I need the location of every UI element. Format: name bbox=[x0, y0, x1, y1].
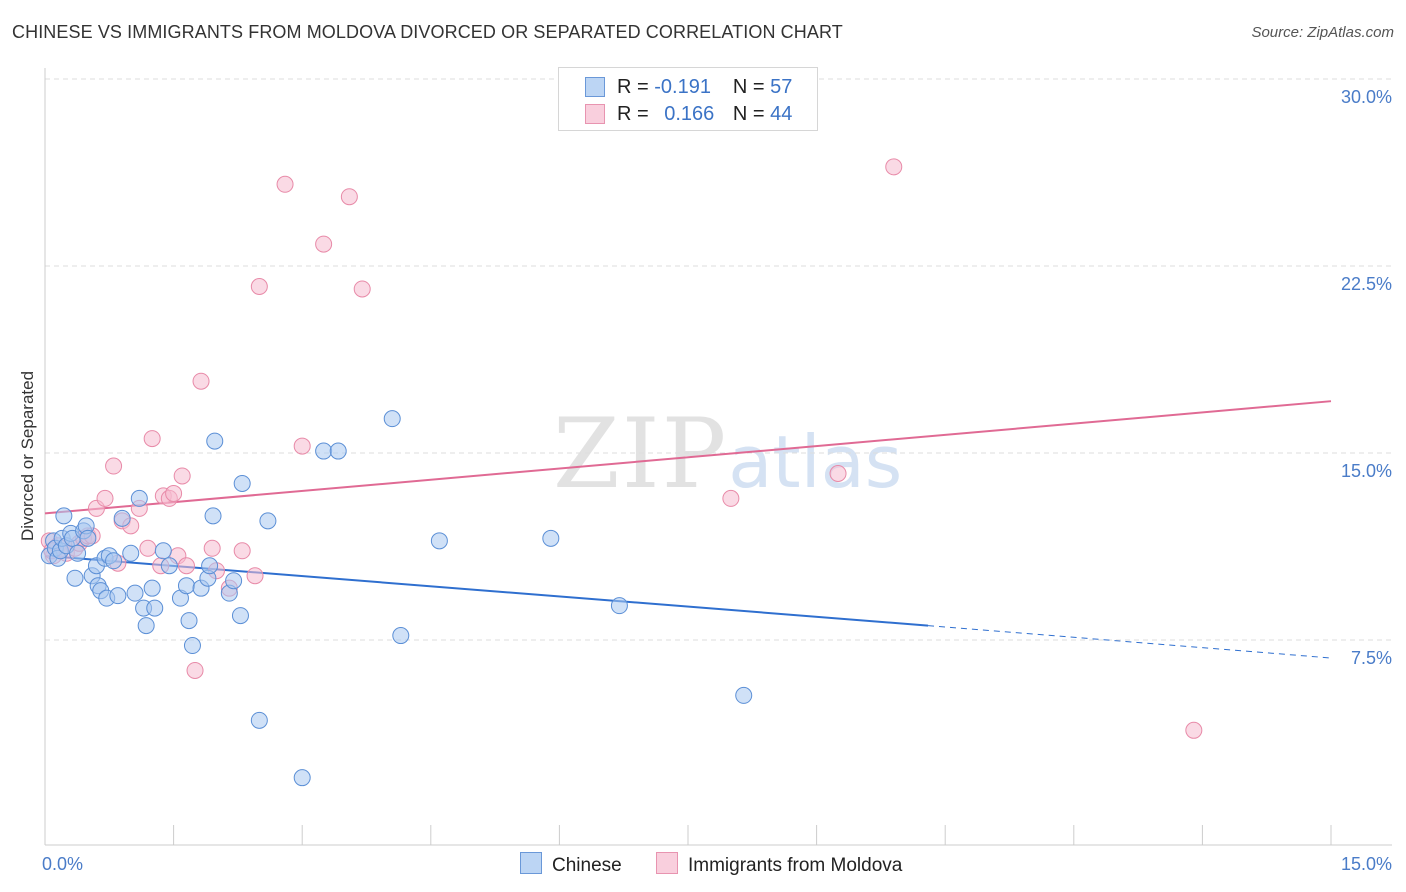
point-chinese bbox=[315, 442, 333, 460]
point-chinese bbox=[69, 544, 87, 562]
point-moldova bbox=[165, 484, 183, 502]
point-chinese bbox=[183, 637, 201, 655]
point-moldova bbox=[1185, 721, 1203, 739]
point-moldova bbox=[177, 557, 195, 575]
point-moldova bbox=[139, 539, 157, 557]
point-chinese bbox=[160, 557, 178, 575]
y-tick-label: 22.5% bbox=[1341, 274, 1392, 294]
y-tick-label: 15.0% bbox=[1341, 461, 1392, 481]
point-chinese bbox=[231, 607, 249, 625]
point-chinese bbox=[610, 597, 628, 615]
point-chinese bbox=[177, 577, 195, 595]
source-label: Source: ZipAtlas.com bbox=[1251, 24, 1394, 41]
point-chinese bbox=[79, 529, 97, 547]
point-moldova bbox=[186, 661, 204, 679]
data-points bbox=[40, 158, 1203, 787]
legend-n-value-chinese: 57 bbox=[770, 76, 793, 98]
point-chinese bbox=[143, 579, 161, 597]
point-moldova bbox=[105, 457, 123, 475]
trend-line-moldova bbox=[44, 400, 1332, 515]
watermark-zip: ZIP bbox=[553, 398, 729, 510]
point-chinese bbox=[130, 489, 148, 507]
point-chinese bbox=[201, 557, 219, 575]
point-chinese bbox=[392, 627, 410, 645]
point-chinese bbox=[122, 544, 140, 562]
legend-swatch-moldova bbox=[585, 104, 605, 124]
watermark-atlas: atlas bbox=[728, 420, 903, 504]
point-chinese bbox=[430, 532, 448, 550]
point-moldova bbox=[340, 188, 358, 206]
point-chinese bbox=[735, 686, 753, 704]
legend-text-moldova: R = 0.166 N = 44 bbox=[617, 103, 792, 126]
legend-text-chinese: R = -0.191 N = 57 bbox=[617, 76, 792, 99]
legend-r-label: R = bbox=[617, 76, 649, 98]
point-moldova bbox=[143, 430, 161, 448]
point-chinese bbox=[329, 442, 347, 460]
point-chinese bbox=[55, 507, 73, 525]
point-chinese bbox=[137, 617, 155, 635]
axes bbox=[44, 68, 1392, 846]
bottom-legend-moldova: Immigrants from Moldova bbox=[656, 852, 902, 877]
point-moldova bbox=[829, 464, 847, 482]
legend-n-value-moldova: 44 bbox=[770, 103, 793, 125]
legend-box: R = -0.191 N = 57 R = 0.166 N = 44 bbox=[558, 67, 818, 131]
bottom-legend-chinese: Chinese bbox=[520, 852, 622, 877]
x-tick-label: 0.0% bbox=[42, 854, 83, 874]
point-moldova bbox=[173, 467, 191, 485]
point-chinese bbox=[383, 410, 401, 428]
point-chinese bbox=[250, 711, 268, 729]
bottom-label-chinese: Chinese bbox=[552, 855, 622, 876]
point-chinese bbox=[146, 599, 164, 617]
trend-line-chinese-extension bbox=[928, 625, 1332, 659]
point-chinese bbox=[225, 572, 243, 590]
legend-n-label: N = bbox=[732, 76, 765, 98]
point-chinese bbox=[206, 432, 224, 450]
point-chinese bbox=[293, 769, 311, 787]
point-chinese bbox=[113, 509, 131, 527]
point-chinese bbox=[542, 529, 560, 547]
point-chinese bbox=[233, 474, 251, 492]
point-moldova bbox=[885, 158, 903, 176]
x-tick-label: 15.0% bbox=[1341, 854, 1392, 874]
point-moldova bbox=[233, 542, 251, 560]
legend-r-value-chinese: -0.191 bbox=[654, 76, 711, 98]
watermark: ZIPatlas bbox=[553, 398, 902, 510]
bottom-label-moldova: Immigrants from Moldova bbox=[688, 855, 903, 876]
point-moldova bbox=[353, 280, 371, 298]
legend-r-label: R = bbox=[617, 103, 649, 125]
y-axis-title: Divorced or Separated bbox=[18, 371, 37, 541]
legend-r-value-moldova: 0.166 bbox=[664, 103, 715, 125]
y-tick-label: 30.0% bbox=[1341, 87, 1392, 107]
point-chinese bbox=[259, 512, 277, 530]
point-moldova bbox=[192, 372, 210, 390]
point-chinese bbox=[66, 569, 84, 587]
point-chinese bbox=[109, 587, 127, 605]
point-chinese bbox=[105, 552, 123, 570]
point-moldova bbox=[276, 175, 294, 193]
chart-title: CHINESE VS IMMIGRANTS FROM MOLDOVA DIVOR… bbox=[12, 22, 843, 42]
point-moldova bbox=[96, 489, 114, 507]
y-tick-label: 7.5% bbox=[1351, 648, 1392, 668]
point-moldova bbox=[203, 539, 221, 557]
axis-labels: 7.5% 15.0% 22.5% 30.0% 0.0% 15.0% Divorced or … bbox=[18, 87, 1392, 874]
point-chinese bbox=[126, 584, 144, 602]
point-chinese bbox=[180, 612, 198, 630]
point-moldova bbox=[722, 489, 740, 507]
legend-n-label: N = bbox=[732, 103, 765, 125]
point-moldova bbox=[293, 437, 311, 455]
point-moldova bbox=[315, 235, 333, 253]
point-chinese bbox=[204, 507, 222, 525]
point-moldova bbox=[246, 567, 264, 585]
bottom-swatch-chinese bbox=[520, 852, 542, 874]
bottom-swatch-moldova bbox=[656, 852, 678, 874]
point-moldova bbox=[250, 277, 268, 295]
point-chinese bbox=[154, 542, 172, 560]
legend-swatch-chinese bbox=[585, 77, 605, 97]
